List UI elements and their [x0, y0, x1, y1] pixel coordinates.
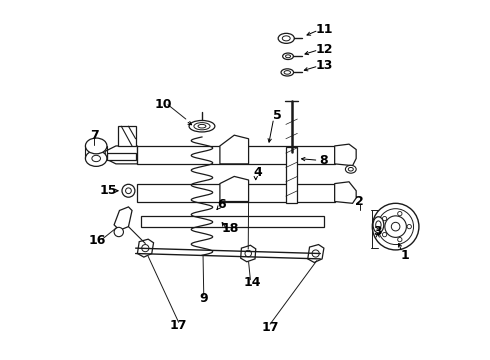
Ellipse shape — [198, 125, 206, 128]
Circle shape — [114, 227, 123, 237]
Text: 1: 1 — [400, 249, 409, 262]
Text: 2: 2 — [355, 195, 364, 208]
Polygon shape — [137, 146, 335, 164]
Ellipse shape — [92, 155, 100, 162]
Circle shape — [122, 184, 135, 197]
Polygon shape — [220, 135, 248, 164]
Ellipse shape — [345, 165, 356, 173]
Polygon shape — [141, 216, 324, 226]
Ellipse shape — [278, 33, 294, 43]
Ellipse shape — [284, 71, 291, 74]
Text: 8: 8 — [319, 154, 328, 167]
Text: 17: 17 — [170, 319, 187, 332]
Ellipse shape — [194, 123, 210, 130]
Circle shape — [382, 233, 387, 237]
Ellipse shape — [189, 121, 215, 132]
Circle shape — [398, 238, 402, 242]
Polygon shape — [335, 144, 356, 166]
Circle shape — [398, 212, 402, 216]
Circle shape — [125, 188, 131, 194]
Ellipse shape — [373, 217, 384, 233]
Polygon shape — [335, 182, 356, 203]
Polygon shape — [286, 147, 297, 203]
Text: 17: 17 — [261, 320, 279, 333]
Circle shape — [382, 216, 387, 221]
Polygon shape — [137, 239, 153, 257]
Circle shape — [385, 216, 406, 237]
Text: 13: 13 — [315, 59, 333, 72]
Text: 18: 18 — [222, 222, 239, 235]
Ellipse shape — [348, 167, 353, 171]
Polygon shape — [137, 184, 335, 202]
Text: 16: 16 — [89, 234, 106, 247]
Polygon shape — [241, 245, 256, 262]
Text: 6: 6 — [218, 198, 226, 211]
Text: 4: 4 — [253, 166, 262, 179]
Circle shape — [142, 244, 149, 252]
Polygon shape — [107, 153, 136, 160]
Text: 14: 14 — [244, 276, 261, 289]
Circle shape — [372, 203, 419, 250]
Ellipse shape — [282, 36, 290, 41]
Text: 11: 11 — [315, 23, 333, 36]
Polygon shape — [118, 126, 136, 146]
Ellipse shape — [85, 150, 107, 166]
Text: 12: 12 — [315, 42, 333, 55]
Circle shape — [312, 250, 319, 257]
Polygon shape — [220, 176, 248, 202]
Text: 10: 10 — [154, 98, 172, 111]
Circle shape — [378, 209, 414, 244]
Circle shape — [392, 222, 400, 231]
Polygon shape — [308, 244, 324, 262]
Ellipse shape — [283, 53, 294, 59]
Ellipse shape — [85, 138, 107, 154]
Text: 15: 15 — [99, 184, 117, 197]
Circle shape — [245, 250, 251, 257]
Text: 5: 5 — [273, 109, 282, 122]
Polygon shape — [105, 146, 137, 164]
Circle shape — [407, 225, 412, 229]
Text: 9: 9 — [199, 292, 208, 305]
Ellipse shape — [376, 221, 381, 229]
Ellipse shape — [281, 69, 294, 76]
Polygon shape — [114, 207, 132, 230]
Text: 3: 3 — [373, 225, 382, 238]
Text: 7: 7 — [90, 129, 99, 142]
Ellipse shape — [286, 55, 291, 58]
